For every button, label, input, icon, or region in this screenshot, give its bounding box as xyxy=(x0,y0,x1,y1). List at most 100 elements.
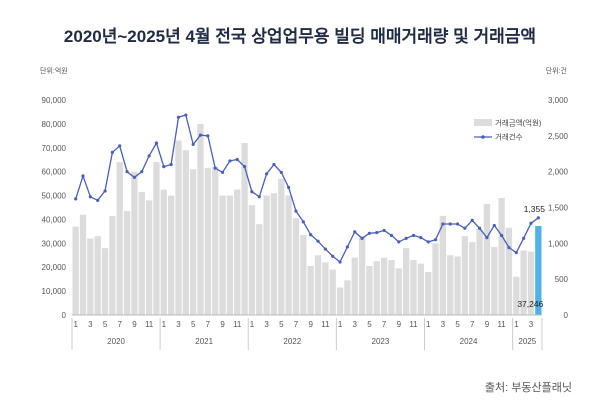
bar xyxy=(344,280,351,315)
line-point xyxy=(470,218,474,222)
line-point xyxy=(455,222,460,226)
line-point xyxy=(500,233,504,238)
left-tick-label: 70,000 xyxy=(42,144,67,153)
line-point xyxy=(529,221,533,225)
line-point xyxy=(272,162,276,167)
month-tick-label: 11 xyxy=(409,320,418,329)
bar xyxy=(300,234,307,315)
legend-bar-label: 거래금액(억원) xyxy=(495,118,542,128)
line-point xyxy=(426,240,430,244)
month-tick-label: 3 xyxy=(353,320,358,329)
month-tick-label: 1 xyxy=(162,320,167,329)
month-tick-label: 3 xyxy=(264,320,269,329)
legend-line-marker xyxy=(481,135,485,139)
line-point xyxy=(250,190,254,194)
month-tick-label: 9 xyxy=(485,320,490,329)
line-point xyxy=(485,236,489,240)
line-end-label: 1,355 xyxy=(524,204,546,214)
left-tick-label: 40,000 xyxy=(42,215,67,224)
bar xyxy=(469,242,476,315)
left-tick-label: 0 xyxy=(62,311,67,320)
line-point xyxy=(419,236,423,240)
line-point xyxy=(382,228,386,233)
line-point xyxy=(345,245,349,249)
bar xyxy=(153,162,160,315)
line-point xyxy=(147,154,151,158)
left-axis-unit: 단위:억원 xyxy=(40,66,68,75)
left-tick-label: 20,000 xyxy=(42,263,67,272)
bar xyxy=(498,197,505,315)
bar xyxy=(527,251,535,315)
left-tick-label: 90,000 xyxy=(42,96,67,105)
year-label: 2024 xyxy=(460,337,478,346)
bar xyxy=(447,255,454,315)
right-tick-label: 2,000 xyxy=(548,168,569,177)
bar xyxy=(520,250,527,315)
bar xyxy=(79,214,87,315)
line-point xyxy=(184,113,188,117)
line-point xyxy=(294,209,298,213)
bar xyxy=(322,262,329,315)
bar xyxy=(388,260,395,315)
highlight-bar-label: 37,246 xyxy=(517,299,543,309)
line-point xyxy=(375,230,379,235)
bar xyxy=(366,266,373,315)
bar xyxy=(380,257,388,315)
line-point xyxy=(154,141,159,145)
bar xyxy=(212,166,219,315)
month-tick-label: 9 xyxy=(397,320,402,329)
line-point xyxy=(433,238,438,242)
line-point xyxy=(309,233,313,237)
line-point xyxy=(213,166,217,170)
month-tick-label: 5 xyxy=(191,320,196,329)
left-tick-label: 60,000 xyxy=(42,168,67,177)
month-tick-label: 3 xyxy=(176,320,181,329)
line-point xyxy=(360,236,364,240)
line-point xyxy=(257,195,261,199)
line-point xyxy=(331,254,335,258)
bar xyxy=(278,178,285,315)
line-point xyxy=(448,222,452,226)
month-tick-label: 3 xyxy=(88,320,93,329)
line-point xyxy=(367,231,372,235)
bar xyxy=(94,236,101,315)
line-point xyxy=(96,198,100,202)
line-point xyxy=(514,251,518,255)
source-credit: 출처: 부동산플래닛 xyxy=(484,382,572,394)
bar xyxy=(197,123,204,315)
line-point xyxy=(397,240,401,244)
month-tick-label: 1 xyxy=(73,320,78,329)
line-point xyxy=(492,223,496,228)
line-point xyxy=(74,197,78,201)
bar xyxy=(292,218,300,315)
line-point xyxy=(132,175,137,179)
line-point xyxy=(191,142,195,147)
line-point xyxy=(477,226,482,230)
line-point xyxy=(353,230,357,234)
bar xyxy=(190,169,197,315)
bar xyxy=(395,268,402,315)
line-point xyxy=(140,170,144,174)
line-point xyxy=(323,247,327,251)
line-point xyxy=(125,170,129,174)
bar xyxy=(72,226,79,315)
highlight-bar xyxy=(535,226,542,315)
bar xyxy=(263,195,270,315)
line-point xyxy=(235,157,239,162)
chart-title: 2020년~2025년 4월 전국 상업업무용 빌딩 매매거래량 및 거래금액 xyxy=(63,27,537,46)
bar xyxy=(138,191,145,315)
left-tick-label: 80,000 xyxy=(42,120,67,129)
line-point xyxy=(103,189,107,193)
left-tick-label: 10,000 xyxy=(42,287,67,296)
bar xyxy=(256,224,263,315)
month-tick-label: 9 xyxy=(220,320,225,329)
bar xyxy=(439,215,447,315)
bar xyxy=(373,261,380,315)
bar xyxy=(234,189,241,315)
left-tick-label: 50,000 xyxy=(42,192,67,201)
bar xyxy=(417,263,424,315)
month-tick-label: 7 xyxy=(118,320,123,329)
line-point xyxy=(522,236,526,240)
right-tick-label: 3,000 xyxy=(548,96,569,105)
